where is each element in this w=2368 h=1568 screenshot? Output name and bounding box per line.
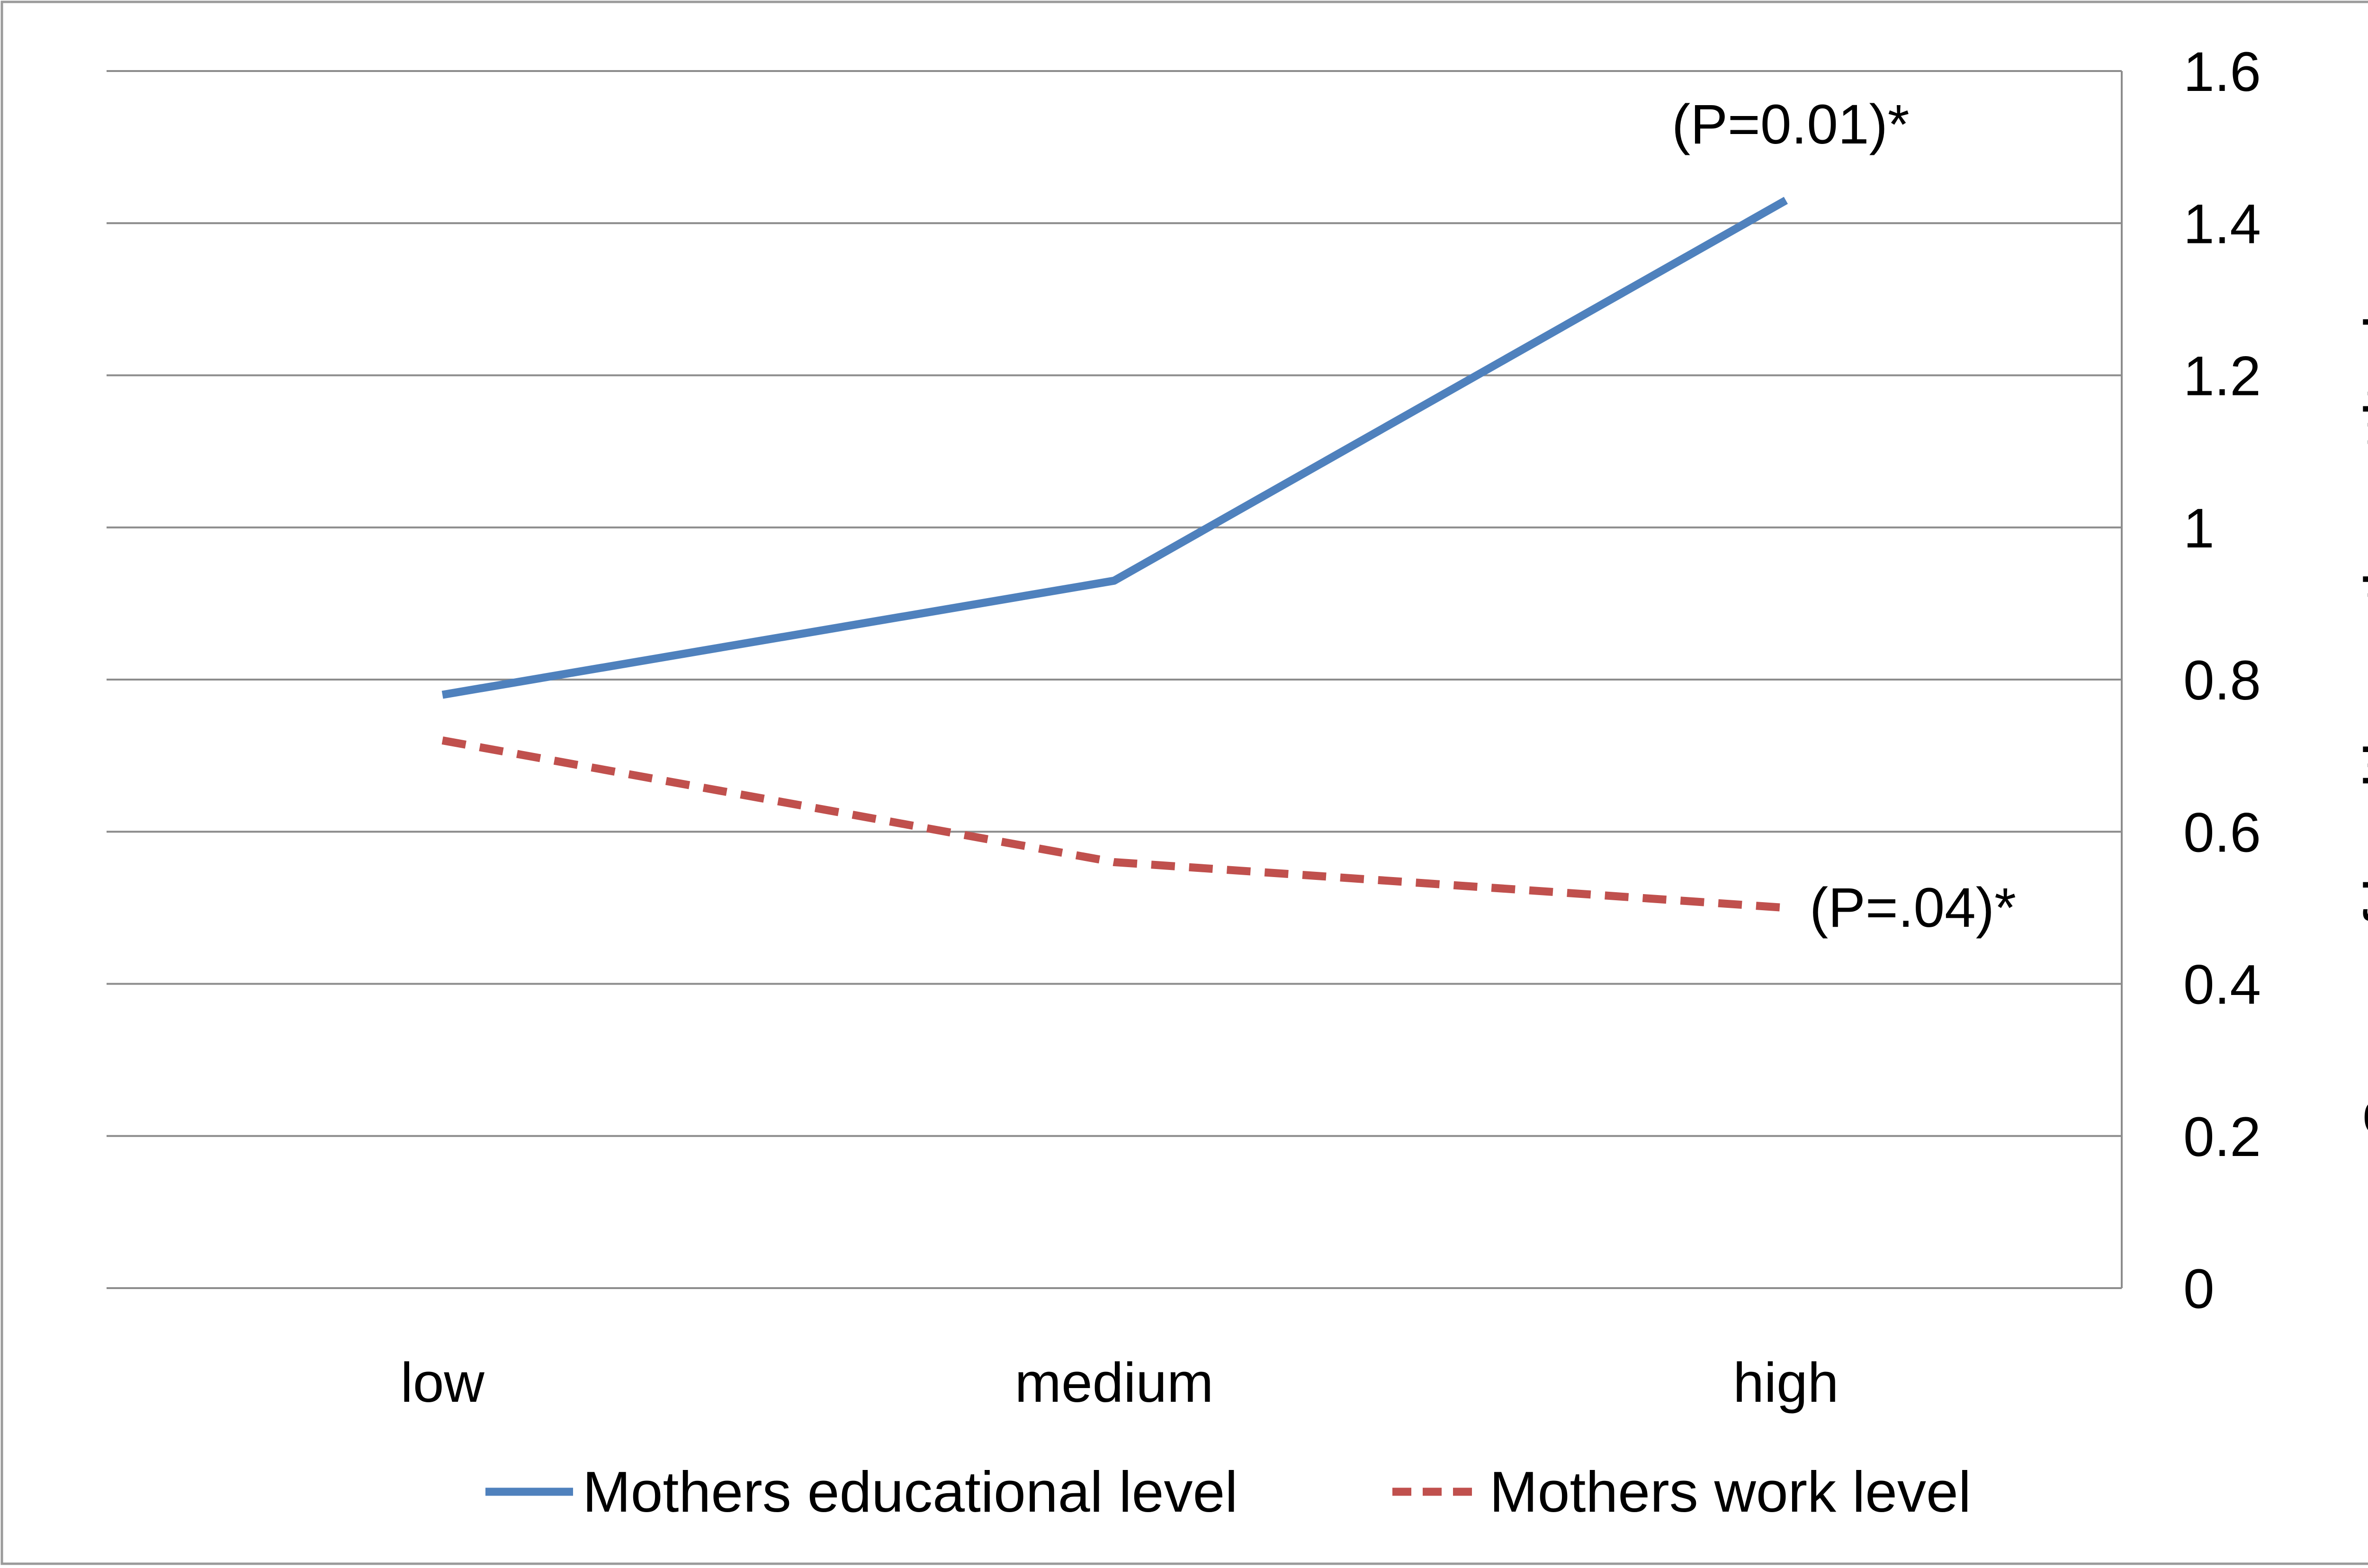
legend: Mothers educational level Mothers work le… bbox=[485, 1460, 1971, 1524]
legend-label: Mothers work level bbox=[1489, 1460, 1971, 1524]
gridlines bbox=[107, 70, 2123, 1289]
y-tick-label: 0.2 bbox=[2183, 1106, 2261, 1168]
series-line-2 bbox=[441, 736, 1786, 912]
y-tick-label: 0 bbox=[2183, 1258, 2215, 1320]
series-annotation: (P=.04)* bbox=[1810, 877, 2016, 939]
y-tick-label: 1 bbox=[2183, 497, 2215, 560]
y-tick-label: 1.4 bbox=[2183, 193, 2261, 255]
x-tick-label: low bbox=[401, 1352, 485, 1414]
series-line-1 bbox=[441, 197, 1788, 699]
x-axis-ticks: low medium high bbox=[401, 1352, 1839, 1414]
x-tick-label: medium bbox=[1015, 1352, 1214, 1414]
y-tick-label: 1.6 bbox=[2183, 41, 2261, 103]
y-tick-label: 1.2 bbox=[2183, 345, 2261, 408]
series-lines bbox=[441, 197, 1788, 912]
x-tick-label: high bbox=[1733, 1352, 1839, 1414]
y-tick-label: 0.6 bbox=[2183, 801, 2261, 864]
y-tick-label: 0.4 bbox=[2183, 954, 2261, 1016]
annotations: (P=0.01)* (P=.04)* bbox=[1672, 93, 2016, 939]
series-annotation: (P=0.01)* bbox=[1672, 93, 1910, 156]
y-axis-ticks: 0 0.2 0.4 0.6 0.8 1 1.2 1.4 1.6 bbox=[2183, 41, 2261, 1320]
legend-label: Mothers educational level bbox=[583, 1460, 1238, 1524]
y-axis-title: Scors of healthy eating attitudes bbox=[2352, 249, 2368, 1139]
y-tick-label: 0.8 bbox=[2183, 649, 2261, 712]
